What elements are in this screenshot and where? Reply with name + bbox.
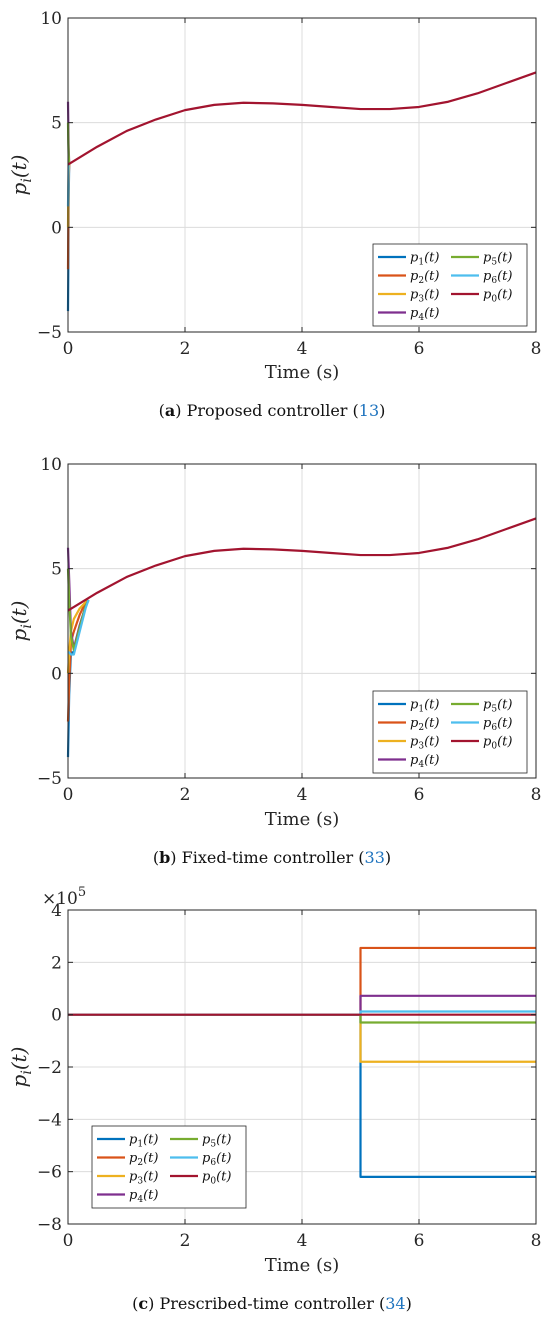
legend-entry-2: p2(t)	[410, 269, 439, 286]
legend-entry-1: p1(t)	[129, 1133, 158, 1150]
y-tick-label: 10	[40, 9, 62, 29]
legend-entry-3: p3(t)	[410, 735, 439, 752]
y-exponent-label: ×105	[42, 885, 86, 909]
legend-entry-4: p4(t)	[410, 753, 439, 770]
y-tick-label: −5	[37, 769, 62, 789]
legend-entry-0: p0(t)	[483, 735, 512, 752]
x-tick-label: 6	[414, 1231, 425, 1251]
legend-entry-1: p1(t)	[410, 251, 439, 268]
y-tick-label: 5	[51, 114, 62, 134]
legend-entry-0: p0(t)	[202, 1170, 231, 1187]
legend-entry-3: p3(t)	[410, 288, 439, 305]
legend-entry-2: p2(t)	[129, 1151, 158, 1168]
y-axis-label: pi(t)	[7, 155, 35, 196]
x-tick-label: 4	[297, 339, 308, 359]
legend-entry-5: p5(t)	[202, 1133, 231, 1150]
series-line-6	[68, 599, 90, 656]
x-axis-label: Time (s)	[265, 1255, 340, 1276]
y-axis-label: pi(t)	[7, 601, 35, 642]
panel-caption: (b) Fixed-time controller (33)	[153, 848, 391, 867]
x-tick-label: 6	[414, 339, 425, 359]
x-tick-label: 4	[297, 1231, 308, 1251]
x-tick-label: 2	[180, 785, 191, 805]
x-tick-label: 6	[414, 785, 425, 805]
x-tick-label: 0	[63, 785, 74, 805]
y-axis-label: pi(t)	[7, 1047, 35, 1088]
y-tick-label: 0	[51, 1006, 62, 1026]
x-tick-label: 8	[531, 339, 542, 359]
legend-entry-6: p6(t)	[483, 269, 512, 286]
y-tick-label: −4	[37, 1110, 62, 1130]
x-tick-label: 8	[531, 785, 542, 805]
legend-entry-3: p3(t)	[129, 1170, 158, 1187]
x-tick-label: 2	[180, 339, 191, 359]
y-tick-label: 5	[51, 560, 62, 580]
x-tick-label: 2	[180, 1231, 191, 1251]
legend-entry-6: p6(t)	[483, 716, 512, 733]
x-tick-label: 8	[531, 1231, 542, 1251]
legend-entry-0: p0(t)	[483, 288, 512, 305]
x-tick-label: 0	[63, 1231, 74, 1251]
legend-entry-5: p5(t)	[483, 251, 512, 268]
panel-caption: (a) Proposed controller (13)	[159, 401, 386, 420]
x-tick-label: 0	[63, 339, 74, 359]
x-axis-label: Time (s)	[265, 362, 340, 383]
series-line-0	[67, 517, 537, 612]
x-tick-label: 4	[297, 785, 308, 805]
legend-entry-4: p4(t)	[129, 1188, 158, 1205]
y-tick-label: 2	[51, 953, 62, 973]
y-tick-label: 0	[51, 218, 62, 238]
y-tick-label: −5	[37, 323, 62, 343]
y-tick-label: 4	[51, 901, 62, 921]
y-tick-label: −6	[37, 1163, 62, 1183]
y-tick-label: −8	[37, 1215, 62, 1235]
y-tick-label: 0	[51, 664, 62, 684]
y-tick-label: −2	[37, 1058, 62, 1078]
legend-entry-2: p2(t)	[410, 716, 439, 733]
panel-caption: (c) Prescribed-time controller (34)	[132, 1294, 412, 1313]
y-tick-label: 10	[40, 455, 62, 475]
legend-entry-1: p1(t)	[410, 698, 439, 715]
x-axis-label: Time (s)	[265, 809, 340, 830]
legend-entry-5: p5(t)	[483, 698, 512, 715]
legend-entry-6: p6(t)	[202, 1151, 231, 1168]
series-line-0	[67, 71, 537, 166]
legend-entry-4: p4(t)	[410, 306, 439, 323]
